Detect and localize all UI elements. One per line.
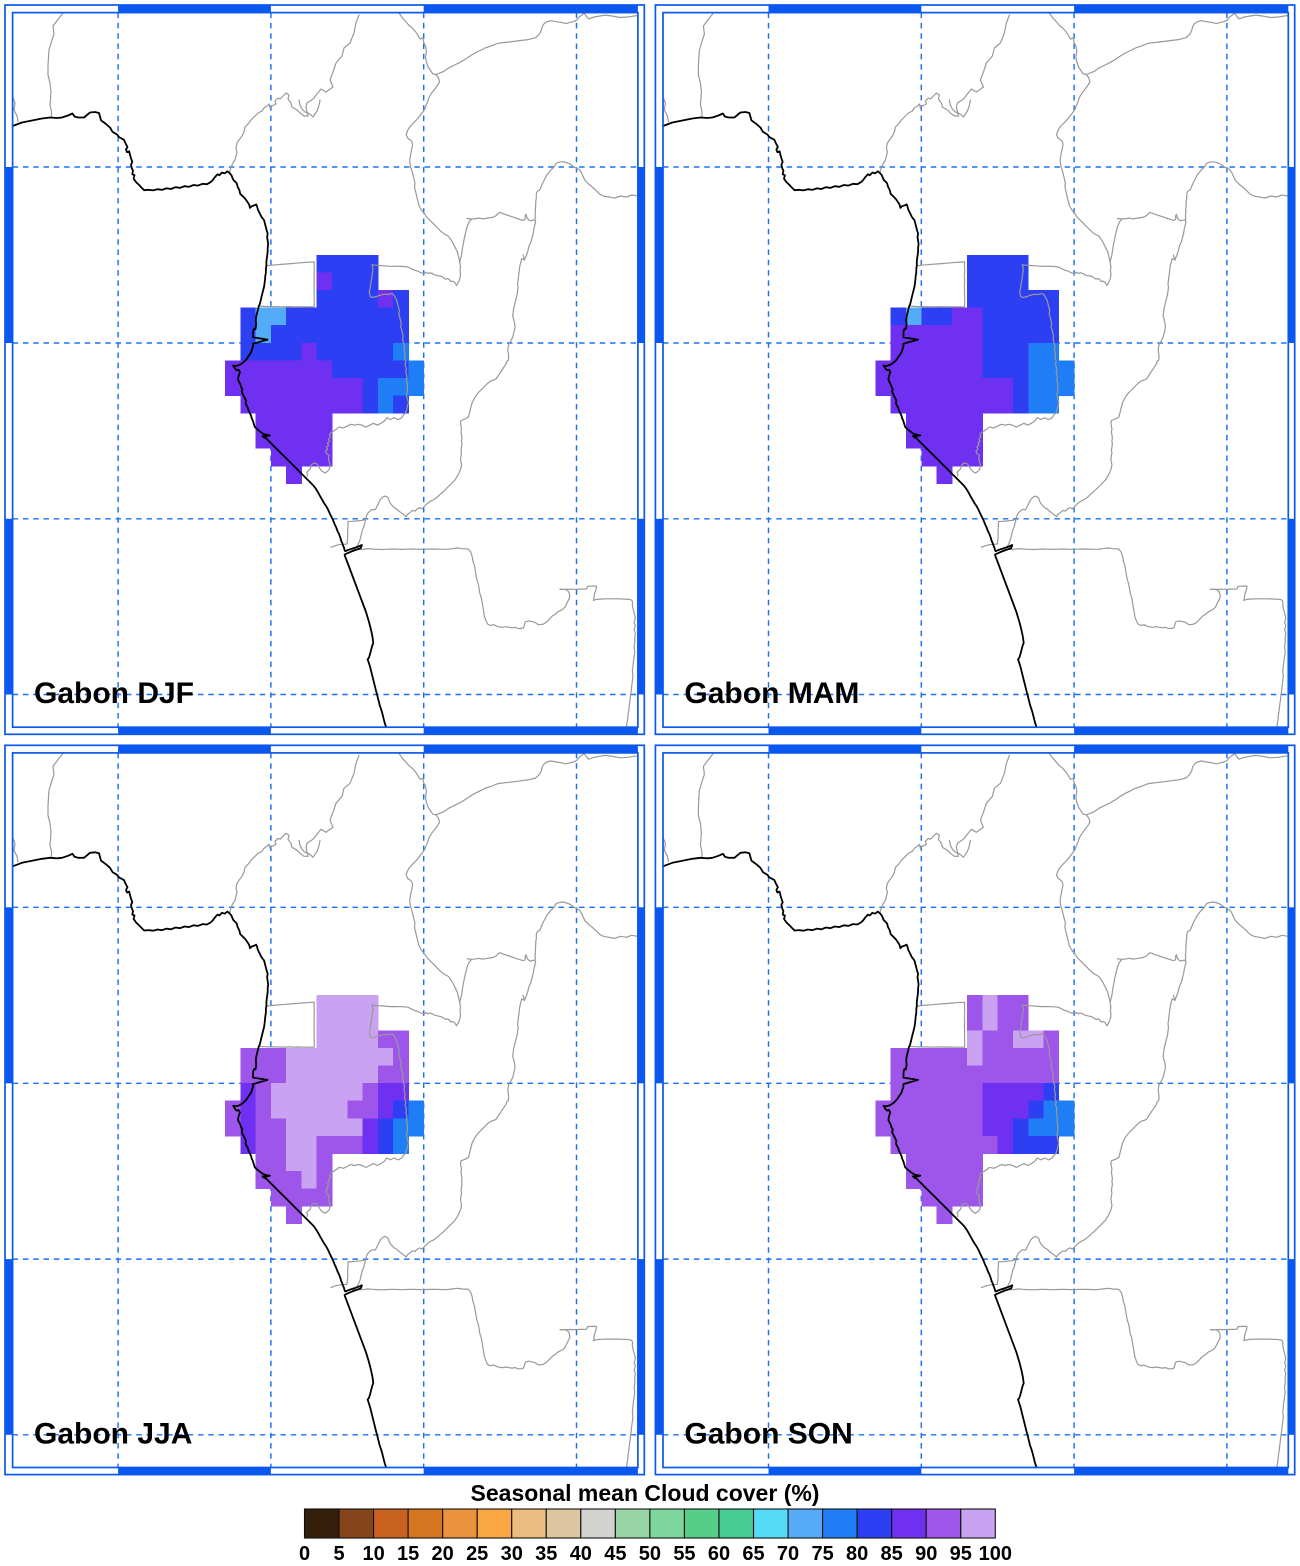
svg-text:20: 20 <box>432 1543 454 1565</box>
svg-text:0: 0 <box>299 1543 310 1565</box>
svg-text:65: 65 <box>742 1543 764 1565</box>
svg-text:90: 90 <box>915 1543 937 1565</box>
svg-text:50: 50 <box>639 1543 661 1565</box>
svg-text:5: 5 <box>333 1543 344 1565</box>
svg-text:Gabon MAM: Gabon MAM <box>684 677 859 710</box>
svg-text:55: 55 <box>673 1543 695 1565</box>
svg-text:70: 70 <box>777 1543 799 1565</box>
svg-text:95: 95 <box>950 1543 972 1565</box>
svg-text:25: 25 <box>466 1543 488 1565</box>
svg-text:60: 60 <box>708 1543 730 1565</box>
svg-text:75: 75 <box>811 1543 833 1565</box>
svg-text:45: 45 <box>604 1543 626 1565</box>
svg-text:Gabon DJF: Gabon DJF <box>34 677 194 710</box>
svg-text:85: 85 <box>881 1543 903 1565</box>
svg-text:Seasonal mean Cloud cover (%): Seasonal mean Cloud cover (%) <box>471 1480 820 1506</box>
svg-text:Gabon SON: Gabon SON <box>684 1417 852 1450</box>
svg-text:30: 30 <box>501 1543 523 1565</box>
svg-text:80: 80 <box>846 1543 868 1565</box>
svg-text:Gabon JJA: Gabon JJA <box>34 1417 192 1450</box>
svg-text:100: 100 <box>979 1543 1012 1565</box>
svg-text:35: 35 <box>535 1543 557 1565</box>
svg-text:40: 40 <box>570 1543 592 1565</box>
svg-text:15: 15 <box>397 1543 419 1565</box>
svg-text:10: 10 <box>362 1543 384 1565</box>
